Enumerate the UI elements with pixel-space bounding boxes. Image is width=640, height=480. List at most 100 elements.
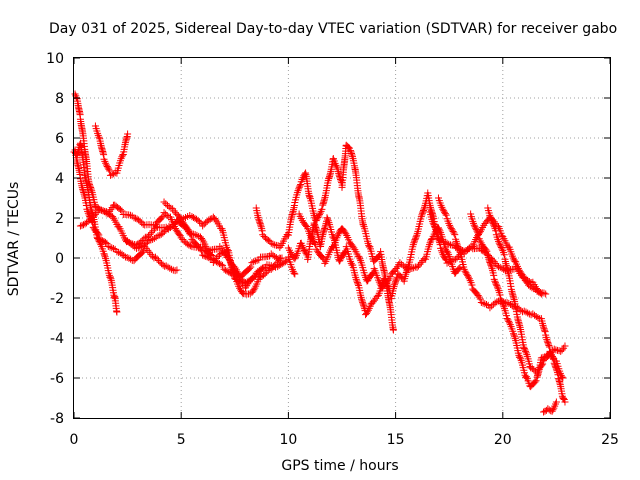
data-point [342,230,350,238]
data-point [263,268,271,276]
data-point [324,217,332,225]
data-point [436,236,444,244]
data-point [489,220,497,228]
data-point [453,241,461,249]
data-point [495,237,503,245]
data-point [223,252,231,260]
data-point [488,217,496,225]
data-point [109,244,117,252]
data-point [103,162,111,170]
data-point [430,221,438,229]
data-point [100,250,108,258]
series-s9 [284,189,545,319]
data-point [149,235,157,243]
data-point [219,261,227,269]
data-point [548,407,556,415]
data-point [464,273,472,281]
data-point [162,210,170,218]
data-point [267,239,275,247]
data-point [398,273,406,281]
data-point [421,203,429,211]
data-point [420,205,428,213]
data-point [102,159,110,167]
data-point [310,237,318,245]
data-point [493,262,501,270]
data-point [427,236,435,244]
data-point [511,333,519,341]
data-point [247,263,255,271]
data-point [168,265,176,273]
data-point [486,260,494,268]
data-point [483,247,491,255]
data-point [260,271,268,279]
data-point [310,219,318,227]
data-point [307,233,315,241]
x-tick-label: 0 [70,432,79,448]
data-point [253,271,261,279]
y-tick-label: -4 [50,331,64,347]
data-point [223,267,231,275]
data-point [208,255,216,263]
data-point [505,317,513,325]
data-point [453,254,461,262]
data-point [418,209,426,217]
data-point [391,281,399,289]
data-point [521,346,529,354]
data-point [253,256,261,264]
series-s15 [540,398,560,416]
data-point [217,260,225,268]
data-point [194,216,202,224]
data-point [450,229,458,237]
data-point [491,277,499,285]
data-point [531,378,539,386]
y-tick-label: -2 [50,291,64,307]
data-point [127,239,135,247]
data-point [156,258,164,266]
data-point [490,271,498,279]
data-point [332,161,340,169]
data-point [558,373,566,381]
data-point [559,394,567,402]
data-point [144,232,152,240]
data-point [251,257,259,265]
data-point [155,257,163,265]
data-point [147,236,155,244]
data-point [312,223,320,231]
data-point [205,247,213,255]
data-point [482,246,490,254]
data-point [469,219,477,227]
data-point [200,252,208,260]
data-point [205,216,213,224]
data-point [85,211,93,219]
data-point [295,183,303,191]
data-point [197,247,205,255]
data-point [319,254,327,262]
data-point [347,259,355,267]
data-point [524,309,532,317]
data-point [500,251,508,259]
data-point [522,347,530,355]
x-axis-label: GPS time / hours [281,458,398,474]
data-point [509,254,517,262]
data-point [411,236,419,244]
data-point [264,236,272,244]
data-point [446,223,454,231]
data-point [443,239,451,247]
data-point [494,285,502,293]
data-point [497,242,505,250]
data-point [429,217,437,225]
data-point [76,141,84,149]
data-point [543,335,551,343]
data-point [456,264,464,272]
data-point [431,224,439,232]
data-point [132,214,140,222]
data-point [316,209,324,217]
data-point [76,222,84,230]
data-point [299,243,307,251]
data-point [337,255,345,263]
data-point [448,226,456,234]
data-point [440,238,448,246]
data-point [187,231,195,239]
y-tick-label: 0 [55,251,64,267]
